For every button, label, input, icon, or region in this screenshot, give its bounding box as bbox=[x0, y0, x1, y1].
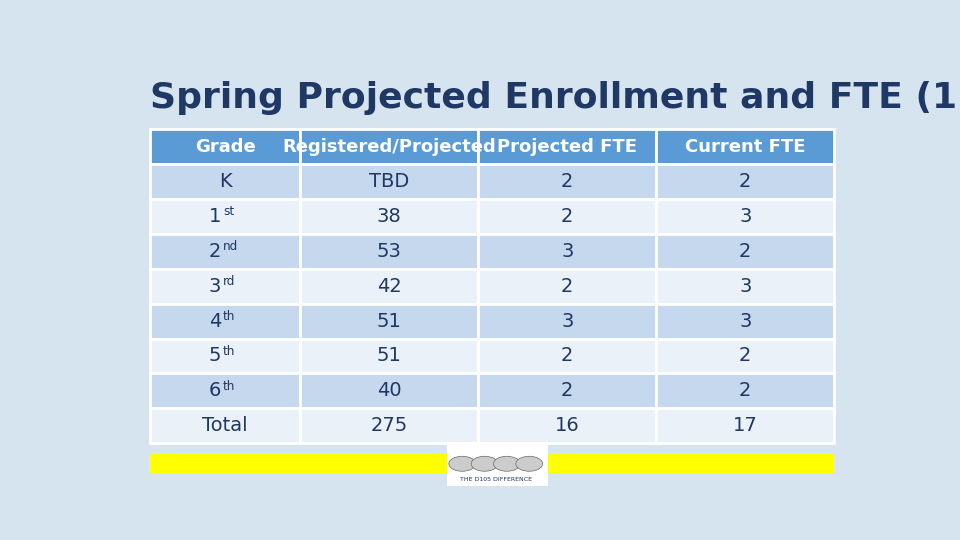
Bar bbox=[657, 303, 834, 339]
Text: 16: 16 bbox=[555, 416, 580, 435]
Bar bbox=[300, 374, 478, 408]
Bar bbox=[478, 129, 657, 164]
Bar bbox=[300, 234, 478, 269]
Bar bbox=[300, 408, 478, 443]
Bar bbox=[150, 454, 834, 473]
Bar bbox=[478, 339, 657, 374]
Bar bbox=[478, 374, 657, 408]
Bar bbox=[150, 454, 462, 473]
Bar bbox=[657, 339, 834, 374]
Text: 4: 4 bbox=[209, 312, 222, 330]
Text: 2: 2 bbox=[209, 242, 222, 261]
Bar bbox=[657, 408, 834, 443]
Text: 3: 3 bbox=[739, 312, 752, 330]
Bar bbox=[478, 408, 657, 443]
Text: nd: nd bbox=[223, 240, 238, 253]
Text: Registered/Projected: Registered/Projected bbox=[282, 138, 496, 156]
Text: 3: 3 bbox=[739, 207, 752, 226]
Text: 42: 42 bbox=[377, 276, 401, 296]
Bar bbox=[300, 164, 478, 199]
Text: Spring Projected Enrollment and FTE (1.02): Spring Projected Enrollment and FTE (1.0… bbox=[150, 82, 960, 116]
Text: 51: 51 bbox=[377, 312, 402, 330]
Text: Current FTE: Current FTE bbox=[685, 138, 805, 156]
Text: 2: 2 bbox=[561, 276, 573, 296]
Bar bbox=[657, 269, 834, 303]
Bar bbox=[657, 129, 834, 164]
Text: 40: 40 bbox=[377, 381, 401, 400]
Bar bbox=[150, 199, 300, 234]
Text: 3: 3 bbox=[561, 242, 573, 261]
Bar bbox=[478, 269, 657, 303]
Bar bbox=[150, 303, 300, 339]
Bar bbox=[657, 164, 834, 199]
Text: 275: 275 bbox=[371, 416, 408, 435]
Text: 38: 38 bbox=[377, 207, 401, 226]
Bar bbox=[300, 303, 478, 339]
Text: 2: 2 bbox=[739, 347, 752, 366]
Text: K: K bbox=[219, 172, 231, 191]
Text: 6: 6 bbox=[209, 381, 222, 400]
Bar bbox=[657, 199, 834, 234]
Bar bbox=[150, 374, 300, 408]
Text: 2: 2 bbox=[561, 381, 573, 400]
Text: 3: 3 bbox=[561, 312, 573, 330]
Bar bbox=[150, 408, 300, 443]
Text: Total: Total bbox=[203, 416, 248, 435]
Text: 17: 17 bbox=[732, 416, 757, 435]
Bar bbox=[478, 234, 657, 269]
Text: 2: 2 bbox=[739, 381, 752, 400]
Text: th: th bbox=[223, 380, 235, 393]
Bar bbox=[544, 454, 834, 473]
Bar bbox=[150, 129, 300, 164]
Text: 53: 53 bbox=[377, 242, 402, 261]
Bar bbox=[150, 234, 300, 269]
Bar bbox=[300, 199, 478, 234]
Bar bbox=[300, 129, 478, 164]
Text: Projected FTE: Projected FTE bbox=[497, 138, 637, 156]
Text: 1: 1 bbox=[209, 207, 222, 226]
Bar bbox=[447, 442, 548, 485]
Bar bbox=[150, 339, 300, 374]
Bar bbox=[657, 234, 834, 269]
Text: st: st bbox=[223, 205, 234, 218]
Bar bbox=[478, 199, 657, 234]
Text: th: th bbox=[223, 345, 235, 358]
Bar bbox=[300, 269, 478, 303]
Bar bbox=[300, 339, 478, 374]
Text: 5: 5 bbox=[209, 347, 222, 366]
Text: Grade: Grade bbox=[195, 138, 255, 156]
Text: 2: 2 bbox=[561, 172, 573, 191]
Text: 3: 3 bbox=[739, 276, 752, 296]
Bar bbox=[150, 269, 300, 303]
Bar bbox=[150, 164, 300, 199]
Text: 51: 51 bbox=[377, 347, 402, 366]
Text: 2: 2 bbox=[739, 172, 752, 191]
Text: TBD: TBD bbox=[370, 172, 410, 191]
Circle shape bbox=[471, 456, 498, 471]
Text: rd: rd bbox=[223, 275, 235, 288]
Bar bbox=[478, 164, 657, 199]
Circle shape bbox=[493, 456, 520, 471]
Circle shape bbox=[516, 456, 542, 471]
Circle shape bbox=[449, 456, 475, 471]
Text: th: th bbox=[223, 310, 235, 323]
Text: 2: 2 bbox=[739, 242, 752, 261]
Bar bbox=[478, 303, 657, 339]
Text: 3: 3 bbox=[209, 276, 222, 296]
Bar bbox=[657, 374, 834, 408]
Text: 2: 2 bbox=[561, 347, 573, 366]
Text: THE D105 DIFFERENCE: THE D105 DIFFERENCE bbox=[460, 477, 532, 482]
Text: 2: 2 bbox=[561, 207, 573, 226]
